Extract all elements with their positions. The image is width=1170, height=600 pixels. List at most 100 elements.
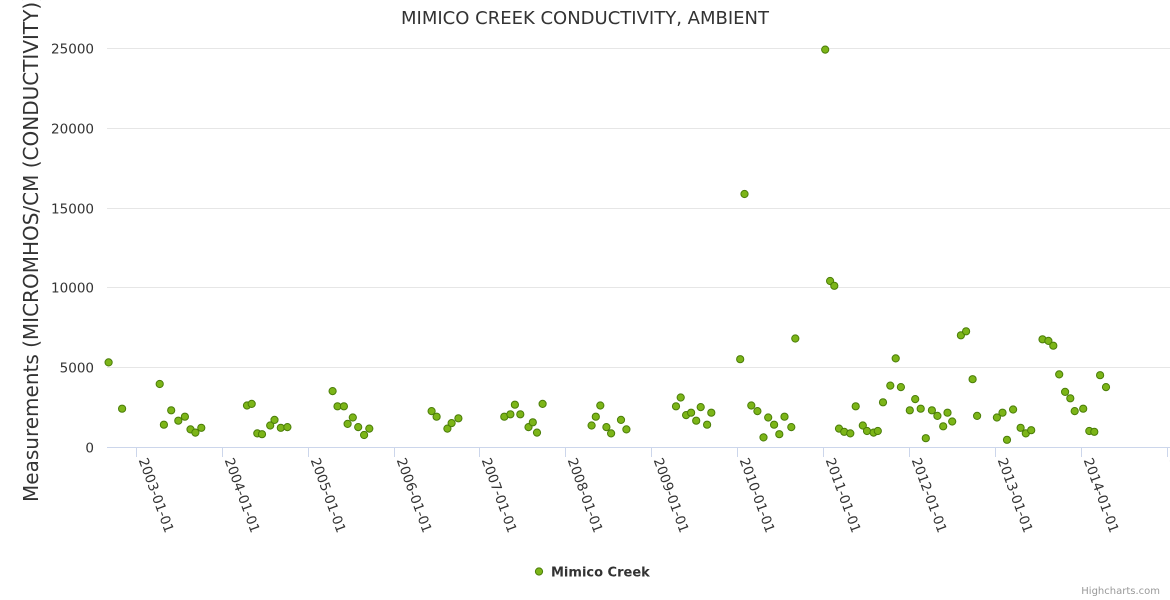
data-point[interactable] (1070, 407, 1079, 416)
data-point[interactable] (747, 401, 756, 410)
data-point[interactable] (740, 189, 749, 199)
data-point[interactable] (846, 429, 855, 438)
data-point[interactable] (454, 414, 463, 423)
data-point[interactable] (770, 420, 779, 429)
data-point[interactable] (905, 406, 914, 415)
data-point[interactable] (447, 419, 456, 428)
data-point[interactable] (830, 281, 839, 290)
data-point[interactable] (118, 404, 127, 413)
data-point[interactable] (339, 402, 348, 411)
data-point[interactable] (266, 421, 275, 430)
data-point[interactable] (270, 415, 279, 424)
data-point[interactable] (703, 420, 712, 429)
data-point[interactable] (257, 430, 267, 439)
credits-link[interactable]: Highcharts.com (1081, 586, 1160, 597)
data-point[interactable] (343, 419, 352, 428)
data-point[interactable] (622, 425, 631, 434)
data-point[interactable] (707, 408, 716, 417)
data-point[interactable] (607, 429, 616, 438)
data-point[interactable] (528, 418, 537, 427)
data-point[interactable] (676, 393, 685, 402)
data-point[interactable] (736, 355, 745, 364)
data-point[interactable] (927, 406, 937, 415)
data-point[interactable] (174, 416, 183, 425)
data-point[interactable] (696, 403, 705, 412)
data-point[interactable] (687, 408, 696, 417)
data-point[interactable] (962, 327, 971, 336)
data-point[interactable] (939, 422, 948, 431)
data-point[interactable] (753, 407, 762, 416)
data-point[interactable] (516, 410, 525, 419)
data-point[interactable] (443, 424, 452, 433)
data-point[interactable] (1044, 336, 1053, 345)
data-point[interactable] (759, 433, 768, 442)
data-point[interactable] (591, 412, 600, 421)
data-point[interactable] (1049, 341, 1058, 350)
data-point[interactable] (596, 401, 605, 410)
data-point[interactable] (283, 423, 292, 432)
data-point[interactable] (104, 358, 113, 367)
data-point[interactable] (821, 45, 830, 54)
data-point[interactable] (532, 428, 542, 437)
data-point[interactable] (973, 411, 982, 420)
data-point[interactable] (862, 426, 872, 436)
data-point[interactable] (775, 430, 784, 439)
data-point[interactable] (616, 415, 626, 424)
data-point[interactable] (998, 408, 1007, 417)
data-point[interactable] (197, 423, 206, 432)
data-point[interactable] (851, 402, 860, 411)
data-point[interactable] (896, 383, 906, 392)
data-point[interactable] (360, 430, 369, 440)
data-point[interactable] (1096, 371, 1105, 380)
data-point[interactable] (167, 406, 176, 415)
data-point[interactable] (671, 402, 681, 411)
data-point[interactable] (506, 410, 515, 419)
data-point[interactable] (948, 417, 957, 426)
data-point[interactable] (1027, 426, 1036, 435)
data-point[interactable] (1079, 404, 1088, 413)
data-point[interactable] (1055, 370, 1064, 379)
data-point[interactable] (692, 416, 701, 425)
legend-item-mimico-creek[interactable]: Mimico Creek (534, 566, 650, 581)
data-point[interactable] (891, 354, 900, 363)
data-point[interactable] (858, 421, 867, 430)
data-point[interactable] (427, 407, 436, 416)
data-point[interactable] (764, 413, 773, 422)
data-point[interactable] (1061, 387, 1070, 396)
data-point[interactable] (1090, 427, 1099, 436)
data-point[interactable] (886, 381, 895, 390)
data-point[interactable] (911, 395, 920, 404)
data-point[interactable] (787, 423, 796, 432)
data-point[interactable] (348, 413, 357, 422)
data-point[interactable] (247, 399, 256, 408)
data-point[interactable] (1002, 435, 1012, 444)
data-point[interactable] (276, 423, 285, 432)
data-point[interactable] (968, 375, 977, 384)
data-point[interactable] (191, 428, 200, 437)
data-point[interactable] (365, 424, 374, 433)
data-point[interactable] (791, 334, 800, 343)
data-point[interactable] (155, 379, 164, 389)
data-point[interactable] (921, 434, 930, 443)
data-point[interactable] (180, 412, 189, 421)
data-point[interactable] (432, 412, 441, 421)
data-point[interactable] (587, 421, 596, 430)
data-point[interactable] (328, 387, 337, 396)
data-point[interactable] (878, 398, 888, 407)
data-point[interactable] (916, 404, 925, 413)
data-point[interactable] (933, 411, 942, 420)
data-point[interactable] (1066, 394, 1075, 403)
data-point[interactable] (992, 413, 1002, 422)
data-point[interactable] (1016, 423, 1025, 432)
data-point[interactable] (873, 426, 882, 436)
data-point[interactable] (602, 423, 611, 432)
data-point[interactable] (510, 400, 520, 409)
data-point[interactable] (354, 423, 363, 432)
data-point[interactable] (943, 408, 952, 417)
data-point[interactable] (1101, 383, 1111, 392)
data-point[interactable] (538, 399, 547, 408)
data-point[interactable] (780, 412, 789, 421)
data-point[interactable] (159, 420, 168, 429)
series-mimico-creek[interactable] (104, 45, 1111, 444)
data-point[interactable] (1009, 405, 1018, 414)
